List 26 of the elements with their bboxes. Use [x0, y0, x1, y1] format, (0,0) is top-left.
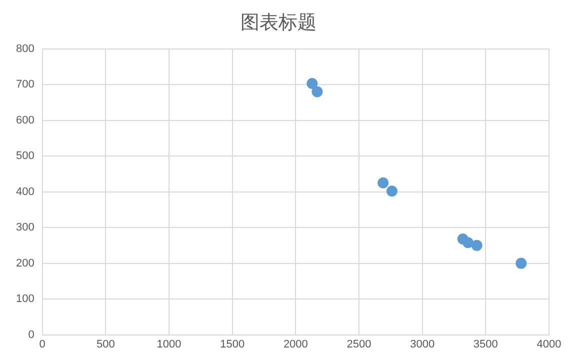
- y-tick-label: 200: [16, 257, 34, 270]
- y-tick-label: 100: [16, 293, 34, 306]
- y-tick-label: 500: [16, 150, 34, 162]
- point: [306, 78, 318, 89]
- x-tick-label: 3000: [410, 338, 435, 350]
- point: [378, 177, 389, 188]
- x-tick-label: 1500: [220, 338, 245, 350]
- y-tick-label: 300: [16, 222, 34, 234]
- point: [386, 186, 398, 197]
- y-tick-label: 600: [16, 114, 34, 126]
- x-tick-label: 500: [96, 338, 115, 350]
- x-tick-label: 2000: [283, 338, 308, 350]
- point: [312, 86, 323, 98]
- point: [471, 240, 482, 251]
- y-tick-label: 0: [28, 328, 34, 341]
- x-tick-label: 3500: [473, 338, 498, 350]
- y-tick-label: 400: [16, 186, 34, 198]
- chart-title: 图表标题: [240, 11, 316, 34]
- x-tick-label: 2500: [346, 338, 372, 350]
- point: [516, 258, 527, 269]
- x-tick-label: 4000: [536, 338, 562, 350]
- y-tick-label: 700: [16, 78, 34, 91]
- x-tick-label: 1000: [156, 338, 182, 350]
- y-tick-label: 800: [16, 42, 34, 55]
- x-tick-label: 0: [39, 338, 46, 350]
- point: [462, 237, 474, 248]
